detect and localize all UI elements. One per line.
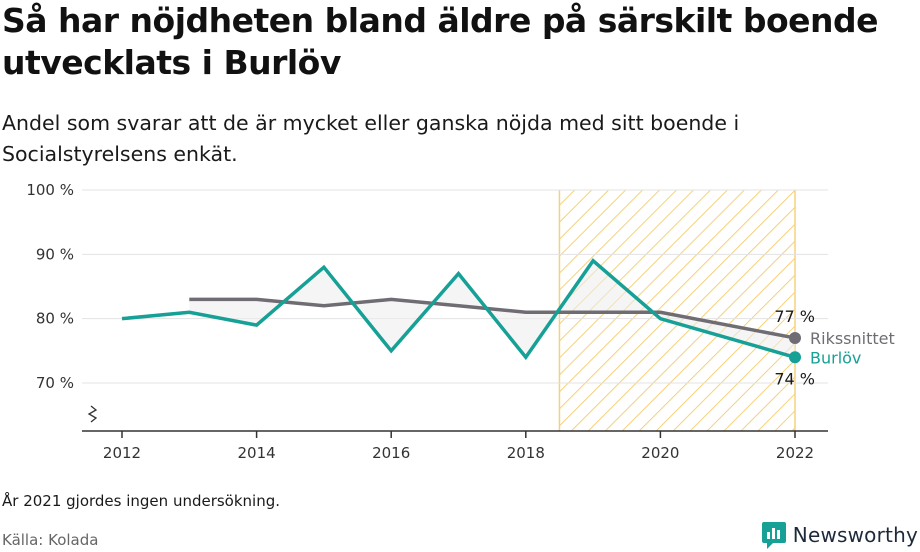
x-tick-label: 2012 bbox=[103, 444, 141, 462]
riket-series-label: Rikssnittet bbox=[810, 329, 895, 348]
bar-chart-speech-bubble-icon bbox=[761, 522, 786, 549]
burlov-value-label: 74 % bbox=[774, 369, 815, 388]
chart-title: Så har nöjdheten bland äldre på särskilt… bbox=[2, 1, 879, 82]
y-tick-label: 100 % bbox=[26, 181, 74, 199]
x-tick-label: 2018 bbox=[507, 444, 545, 462]
chart-subtitle: Andel som svarar att de är mycket eller … bbox=[2, 111, 740, 166]
series-line-burlov bbox=[121, 258, 796, 361]
series-line-riket bbox=[189, 297, 796, 340]
brand-name: Newsworthy bbox=[792, 523, 918, 547]
series-endpoint-riket bbox=[789, 331, 801, 344]
x-tick-label: 2014 bbox=[238, 444, 276, 462]
x-tick-label: 2020 bbox=[641, 444, 679, 462]
source-label: Källa: Kolada bbox=[2, 531, 99, 549]
y-tick-label: 80 % bbox=[36, 310, 74, 328]
series-endpoint-burlov bbox=[789, 351, 801, 364]
axis-break-icon bbox=[87, 405, 98, 423]
brand-logo: Newsworthy bbox=[761, 519, 918, 551]
x-tick-label: 2022 bbox=[776, 444, 814, 462]
riket-value-label: 77 % bbox=[774, 307, 815, 326]
line-chart: 100 % 90 % 80 % 70 % 2012 2014 2016 2018 2020 202… bbox=[26, 181, 895, 462]
y-tick-label: 90 % bbox=[36, 245, 74, 263]
x-tick-label: 2016 bbox=[372, 444, 410, 462]
y-tick-label: 70 % bbox=[36, 374, 74, 392]
burlov-series-label: Burlöv bbox=[810, 348, 861, 367]
footnote: År 2021 gjordes ingen undersökning. bbox=[2, 492, 281, 510]
